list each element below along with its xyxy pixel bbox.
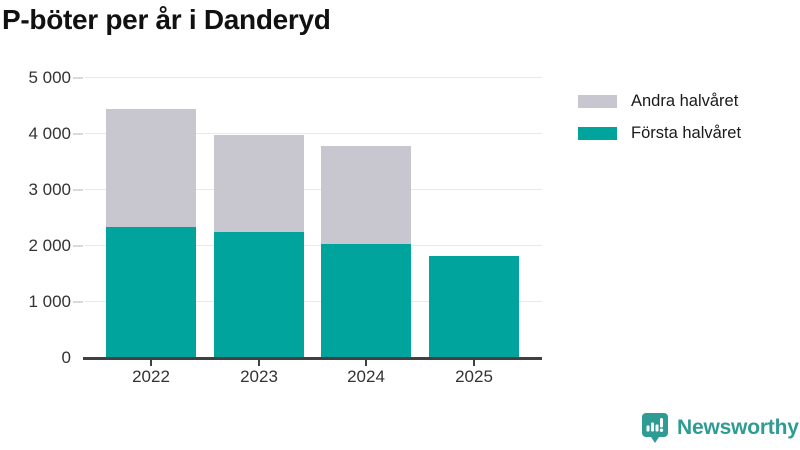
y-axis-tick [73,189,83,191]
gridline [85,133,542,134]
gridline [85,189,542,190]
x-axis-label: 2024 [347,367,385,386]
y-axis-label: 3 000 [28,180,71,199]
y-axis-label: 0 [61,348,71,367]
x-axis-label: 2023 [240,367,278,386]
x-axis-tick [150,360,152,366]
newsworthy-logo: Newsworthy [642,413,799,443]
legend-swatch [578,95,617,108]
y-axis-tick [73,133,83,135]
x-axis-label: 2022 [132,367,170,386]
y-axis-label: 4 000 [28,124,71,143]
bar-segment-forsta-2024 [321,243,411,358]
x-axis-line [83,357,542,360]
legend-item: Andra halvåret [578,92,741,111]
bar-segment-andra-2024 [321,146,411,244]
y-axis-tick [73,245,83,247]
legend-item: Första halvåret [578,124,741,143]
newsworthy-logo-text: Newsworthy [677,416,799,439]
bar-segment-andra-2023 [214,135,304,232]
y-axis-tick [73,301,83,303]
y-axis-label: 1 000 [28,292,71,311]
legend-label: Första halvåret [631,124,742,142]
y-axis-label: 5 000 [28,68,71,87]
x-axis-tick [473,360,475,366]
y-axis-label: 2 000 [28,236,71,255]
bar-segment-forsta-2025 [429,256,519,358]
gridline [85,77,542,78]
x-axis-label: 2025 [455,367,493,386]
legend: Andra halvåret Första halvåret [578,92,741,156]
bar-segment-forsta-2023 [214,232,304,358]
bar-segment-andra-2022 [106,109,196,227]
bar-segment-forsta-2022 [106,226,196,358]
legend-swatch [578,127,617,140]
legend-label: Andra halvåret [631,92,739,110]
y-axis-tick [73,77,83,79]
gridline [85,301,542,302]
newsworthy-chart-bubble-icon [642,413,668,443]
gridline [85,245,542,246]
chart-title: P-böter per år i Danderyd [2,4,331,35]
x-axis-tick [365,360,367,366]
x-axis-tick [258,360,260,366]
